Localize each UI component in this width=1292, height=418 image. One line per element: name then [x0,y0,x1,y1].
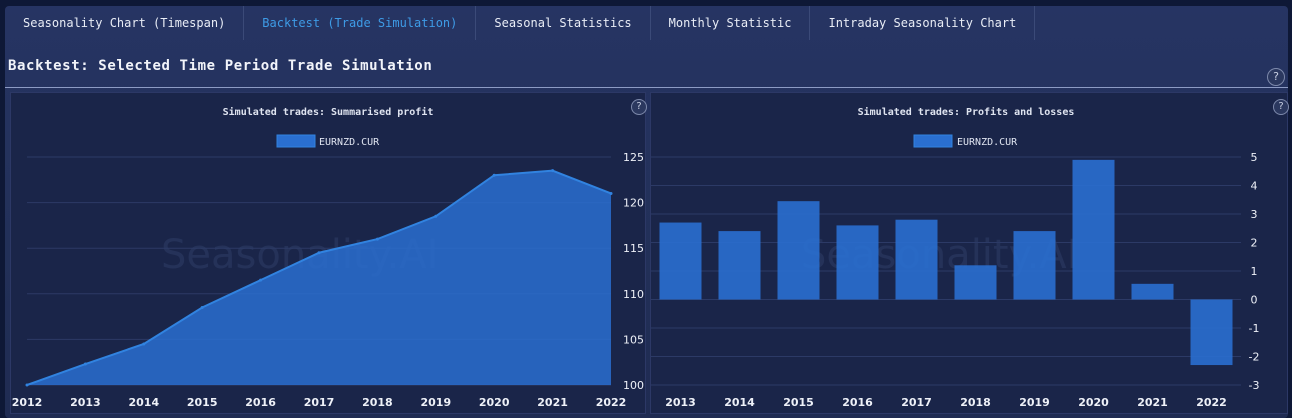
data-point [317,251,321,255]
y-tick-label: 0 [1251,294,1258,307]
data-point [434,214,438,218]
section-divider [5,87,1288,88]
data-point [375,237,379,241]
y-tick-label: 115 [623,242,644,255]
data-point [25,383,29,387]
tab-intraday-seasonality[interactable]: Intraday Seasonality Chart [810,6,1036,40]
tab-backtest[interactable]: Backtest (Trade Simulation) [244,6,477,40]
x-tick-label: 2018 [362,396,393,409]
bar-2014 [718,231,761,300]
data-point [551,169,555,173]
y-tick-label: -1 [1249,322,1260,335]
bar-2016 [836,225,879,300]
data-point [609,191,613,195]
bar-2017 [895,219,938,300]
legend-label: EURNZD.CUR [319,137,380,148]
data-point [142,342,146,346]
y-tick-label: 1 [1251,265,1258,278]
data-point [200,305,204,309]
x-tick-label: 2021 [1137,396,1168,409]
x-tick-label: 2014 [128,396,159,409]
y-tick-label: 5 [1251,151,1258,164]
bar-2022 [1190,299,1233,366]
profits-losses-panel: Simulated trades: Profits and losses EURN… [650,92,1289,414]
y-tick-label: -2 [1249,351,1260,364]
y-tick-label: 3 [1251,208,1258,221]
bar-2021 [1131,283,1174,300]
y-tick-label: 110 [623,288,644,301]
data-point [492,173,496,177]
section-help-icon[interactable]: ? [1267,68,1285,86]
bar-2013 [659,222,702,300]
x-tick-label: 2016 [245,396,276,409]
x-tick-label: 2019 [420,396,451,409]
x-tick-label: 2021 [537,396,568,409]
y-tick-label: 4 [1251,180,1258,193]
x-tick-label: 2015 [783,396,814,409]
legend-label: EURNZD.CUR [957,137,1018,148]
x-tick-label: 2020 [479,396,510,409]
x-tick-label: 2017 [304,396,335,409]
chart-title: Simulated trades: Profits and losses [858,106,1075,118]
bar-2015 [777,201,820,300]
tab-bar: Seasonality Chart (Timespan) Backtest (T… [5,6,1036,40]
y-tick-label: 105 [623,333,644,346]
bar-2018 [954,265,997,300]
section-title: Backtest: Selected Time Period Trade Sim… [8,58,433,74]
y-tick-label: -3 [1249,379,1260,392]
chart-help-icon[interactable]: ? [631,99,647,115]
bar-2020 [1072,159,1115,300]
x-tick-label: 2013 [665,396,696,409]
x-tick-label: 2019 [1019,396,1050,409]
chart-title: Simulated trades: Summarised profit [223,106,434,118]
x-tick-label: 2014 [724,396,755,409]
x-tick-label: 2013 [70,396,101,409]
data-point [259,278,263,282]
data-point [83,362,87,366]
tab-monthly-statistic[interactable]: Monthly Statistic [651,6,811,40]
y-tick-label: 125 [623,151,644,164]
x-tick-label: 2012 [12,396,43,409]
series-area [27,170,611,385]
legend-swatch [913,134,953,148]
y-tick-label: 100 [623,379,644,392]
x-tick-label: 2015 [187,396,218,409]
y-tick-label: 2 [1251,237,1258,250]
summarised-profit-chart: Simulated trades: Summarised profit EURNZ… [12,106,644,409]
tab-seasonal-statistics[interactable]: Seasonal Statistics [476,6,651,40]
x-tick-label: 2022 [1196,396,1227,409]
x-tick-label: 2020 [1078,396,1109,409]
bar-2019 [1013,231,1056,300]
x-tick-label: 2022 [596,396,627,409]
summarised-profit-panel: Simulated trades: Summarised profit EURNZ… [10,92,647,414]
x-tick-label: 2016 [842,396,873,409]
chart-help-icon[interactable]: ? [1273,99,1289,115]
y-tick-label: 120 [623,197,644,210]
x-tick-label: 2018 [960,396,991,409]
profits-losses-chart: Simulated trades: Profits and losses EURN… [651,106,1260,409]
x-tick-label: 2017 [901,396,932,409]
tab-seasonality-chart[interactable]: Seasonality Chart (Timespan) [5,6,245,40]
legend-swatch [276,134,316,148]
